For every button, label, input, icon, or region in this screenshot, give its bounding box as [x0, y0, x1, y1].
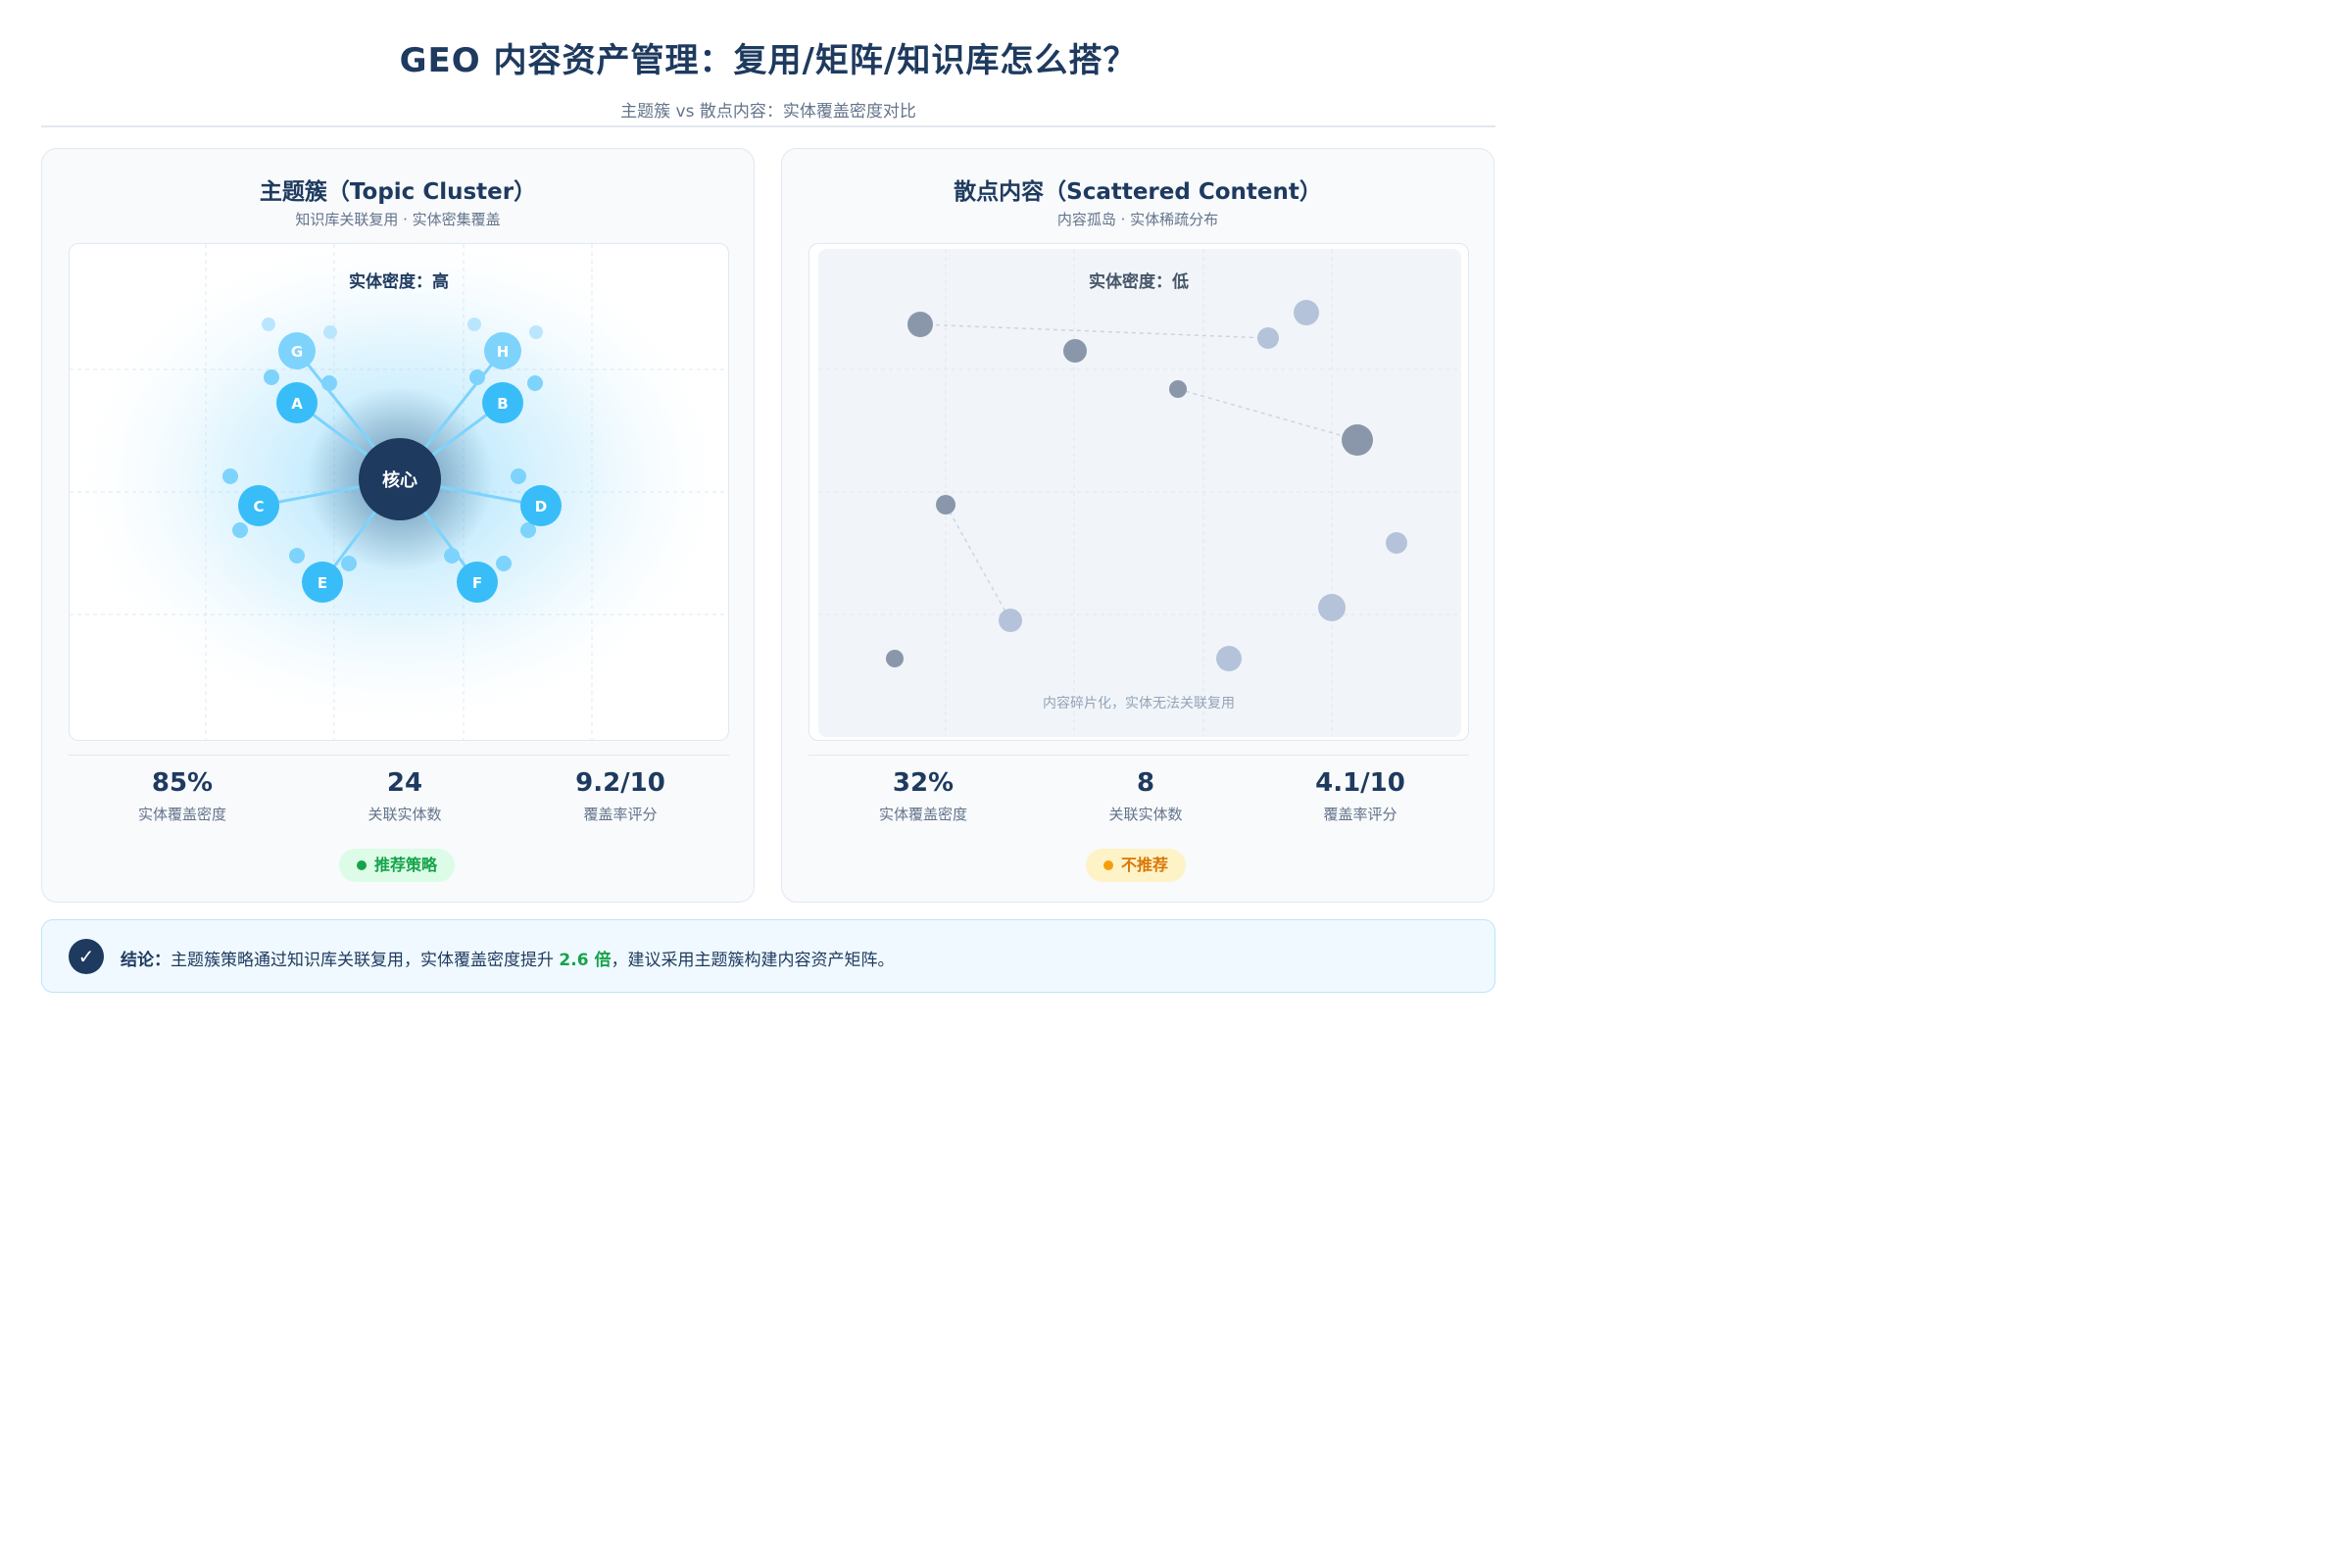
node-h: H: [484, 332, 521, 369]
entity-dot: [1169, 380, 1187, 398]
node-label: E: [318, 574, 327, 592]
page-title: GEO 内容资产管理：复用/矩阵/知识库怎么搭？: [399, 41, 1138, 80]
scattered-entities: [886, 300, 1407, 671]
stat-value: 8: [1136, 768, 1155, 798]
node-f: F: [457, 562, 498, 603]
stats-divider: [808, 755, 1469, 756]
cluster-diagram: H G A B C D E: [69, 243, 729, 741]
check-icon: ✓: [69, 939, 104, 974]
entity-dot: [1386, 532, 1407, 554]
entity-dot: [1063, 339, 1087, 363]
stat-entity-count: 8 关联实体数: [1048, 768, 1244, 824]
panel-title: 散点内容（Scattered Content）: [954, 179, 1322, 205]
panel-subtitle: 内容孤岛 · 实体稀疏分布: [1056, 211, 1219, 228]
stats-row: 85% 实体覆盖密度 24 关联实体数 9.2/10 覆盖率评分: [69, 768, 729, 831]
entity-dot: [1216, 646, 1242, 671]
density-label: 实体密度：高: [349, 272, 449, 292]
conclusion-text: 结论：主题簇策略通过知识库关联复用，实体覆盖密度提升 2.6 倍，建议采用主题簇…: [121, 946, 894, 970]
weak-links: [919, 323, 1358, 621]
entity-dot: [999, 609, 1022, 632]
faint-dots: [262, 318, 543, 339]
conclusion-body-start: 主题簇策略通过知识库关联复用，实体覆盖密度提升: [171, 951, 560, 970]
stat-value: 85%: [151, 768, 214, 798]
stat-label: 覆盖率评分: [1323, 806, 1397, 823]
core-label: 核心: [382, 469, 417, 491]
node-label: F: [472, 574, 482, 592]
stat-coverage-density: 32% 实体覆盖密度: [825, 768, 1021, 824]
conclusion-highlight: 2.6 倍: [559, 951, 612, 970]
scattered-content-panel: 散点内容（Scattered Content） 内容孤岛 · 实体稀疏分布: [781, 148, 1494, 903]
stat-coverage-score: 9.2/10 覆盖率评分: [522, 768, 718, 824]
not-recommended-badge: 不推荐: [1086, 849, 1187, 882]
node-c: C: [238, 485, 279, 526]
stat-label: 覆盖率评分: [583, 806, 658, 823]
stat-value: 4.1/10: [1315, 768, 1405, 798]
stat-label: 实体覆盖密度: [137, 806, 226, 823]
entity-dot: [1318, 594, 1346, 621]
node-label: D: [535, 498, 547, 515]
stat-value: 32%: [892, 768, 955, 798]
stat-value: 24: [386, 768, 423, 798]
panel-subtitle: 知识库关联复用 · 实体密集覆盖: [295, 211, 501, 228]
node-label: C: [253, 498, 264, 515]
scatter-diagram-svg: [818, 249, 1461, 737]
badge-label: 不推荐: [1121, 856, 1169, 874]
topic-cluster-panel: 主题簇（Topic Cluster） 知识库关联复用 · 实体密集覆盖: [41, 148, 755, 903]
cluster-diagram-svg: H G A B C D E: [70, 244, 728, 740]
entity-dot: [1257, 327, 1279, 349]
node-label: H: [497, 343, 510, 361]
node-a: A: [276, 382, 318, 423]
grid-lines: [818, 249, 1461, 737]
fragmentation-note: 内容碎片化，实体无法关联复用: [1043, 696, 1235, 711]
status-dot-icon: [357, 860, 367, 870]
satellite-dots: [222, 369, 543, 571]
entity-dot: [1342, 424, 1373, 456]
node-label: A: [291, 395, 303, 413]
node-g: G: [278, 332, 316, 369]
density-label: 实体密度：低: [1089, 272, 1189, 292]
scatter-background: [818, 249, 1461, 737]
stats-divider: [69, 755, 729, 756]
entity-dot: [907, 312, 933, 337]
conclusion-banner: ✓ 结论：主题簇策略通过知识库关联复用，实体覆盖密度提升 2.6 倍，建议采用主…: [41, 919, 1495, 993]
node-label: B: [497, 395, 508, 413]
page-subtitle: 主题簇 vs 散点内容：实体覆盖密度对比: [620, 102, 916, 122]
badge-label: 推荐策略: [374, 856, 438, 874]
page-header: GEO 内容资产管理：复用/矩阵/知识库怎么搭？ 主题簇 vs 散点内容：实体覆…: [0, 33, 1537, 122]
panel-title: 主题簇（Topic Cluster）: [259, 179, 537, 205]
stat-label: 实体覆盖密度: [878, 806, 967, 823]
entity-dot: [886, 650, 904, 667]
stat-entity-count: 24 关联实体数: [307, 768, 503, 824]
recommended-badge: 推荐策略: [339, 849, 456, 882]
status-dot-icon: [1103, 860, 1113, 870]
node-label: G: [291, 343, 303, 361]
stat-label: 关联实体数: [1108, 806, 1183, 823]
conclusion-label: 结论：: [121, 951, 171, 970]
stat-coverage-score: 4.1/10 覆盖率评分: [1262, 768, 1458, 824]
node-e: E: [302, 562, 343, 603]
node-d: D: [520, 485, 562, 526]
conclusion-body-end: ，建议采用主题簇构建内容资产矩阵。: [611, 951, 895, 970]
entity-dot: [936, 495, 956, 514]
scatter-diagram: 实体密度：低 内容碎片化，实体无法关联复用: [808, 243, 1469, 741]
stat-value: 9.2/10: [575, 768, 665, 798]
stat-label: 关联实体数: [368, 806, 442, 823]
stats-row: 32% 实体覆盖密度 8 关联实体数 4.1/10 覆盖率评分: [808, 768, 1469, 831]
core-node: 核心: [359, 438, 441, 520]
stat-coverage-density: 85% 实体覆盖密度: [84, 768, 280, 824]
entity-dot: [1294, 300, 1319, 325]
header-divider: [41, 125, 1495, 127]
node-b: B: [482, 382, 523, 423]
